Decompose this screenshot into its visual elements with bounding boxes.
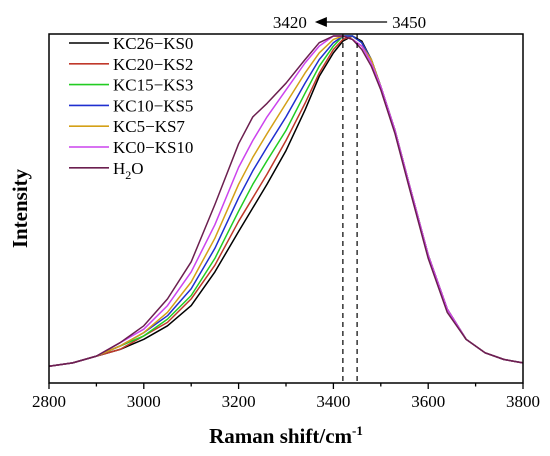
x-tick-label-3: 3400 bbox=[316, 392, 350, 411]
x-tick-label-5: 3800 bbox=[506, 392, 540, 411]
plot-area bbox=[48, 35, 524, 368]
annotation-label-1: 3450 bbox=[392, 13, 426, 32]
series-line-6 bbox=[48, 35, 524, 368]
legend-label-1: KC20−KS2 bbox=[113, 55, 193, 74]
legend-label-0: KC26−KS0 bbox=[113, 34, 193, 53]
legend-label-2: KC15−KS3 bbox=[113, 76, 193, 95]
y-axis-label: Intensity bbox=[8, 168, 32, 248]
axes: 2800 3000 3200 3400 3600 3800 Raman shift/cm-1… bbox=[8, 33, 540, 448]
shift-arrow-head bbox=[314, 17, 327, 27]
x-axis-label: Raman shift/cm-1 bbox=[209, 423, 363, 448]
legend-label-5: KC0−KS10 bbox=[113, 138, 193, 157]
x-tick-label-2: 3200 bbox=[222, 392, 256, 411]
annotation-label-0: 3420 bbox=[273, 13, 307, 32]
series-line-5 bbox=[48, 35, 524, 368]
x-tick-label-4: 3600 bbox=[411, 392, 445, 411]
legend-label-3: KC10−KS5 bbox=[113, 96, 193, 115]
legend-label-6: H2O bbox=[113, 159, 144, 182]
annotations: 3420 3450 bbox=[273, 13, 426, 383]
x-tick-label-0: 2800 bbox=[32, 392, 66, 411]
legend-label-4: KC5−KS7 bbox=[113, 117, 185, 136]
x-tick-label-1: 3000 bbox=[127, 392, 161, 411]
